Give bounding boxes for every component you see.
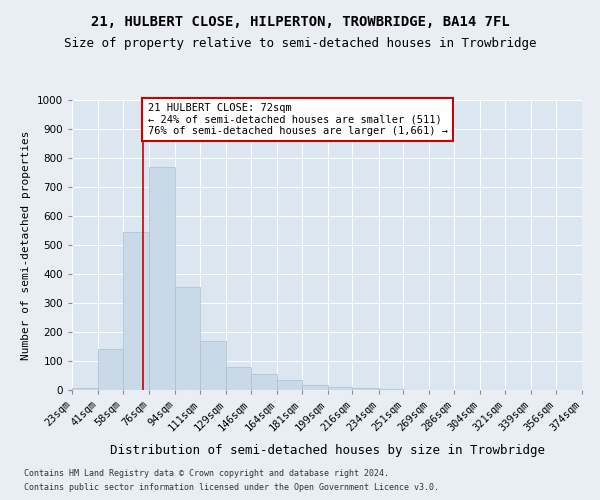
Text: Size of property relative to semi-detached houses in Trowbridge: Size of property relative to semi-detach… — [64, 38, 536, 51]
Bar — [123, 232, 149, 390]
Bar — [149, 166, 175, 390]
Bar — [98, 350, 123, 390]
Bar — [277, 380, 302, 390]
Bar — [175, 287, 200, 390]
Bar — [226, 367, 251, 390]
Text: 21 HULBERT CLOSE: 72sqm
← 24% of semi-detached houses are smaller (511)
76% of s: 21 HULBERT CLOSE: 72sqm ← 24% of semi-de… — [148, 103, 448, 136]
Bar — [328, 387, 352, 390]
Y-axis label: Number of semi-detached properties: Number of semi-detached properties — [21, 130, 31, 360]
Bar — [302, 385, 328, 390]
Text: 21, HULBERT CLOSE, HILPERTON, TROWBRIDGE, BA14 7FL: 21, HULBERT CLOSE, HILPERTON, TROWBRIDGE… — [91, 15, 509, 29]
Text: Contains HM Land Registry data © Crown copyright and database right 2024.: Contains HM Land Registry data © Crown c… — [24, 468, 389, 477]
Text: Contains public sector information licensed under the Open Government Licence v3: Contains public sector information licen… — [24, 484, 439, 492]
Bar — [72, 388, 98, 390]
Bar — [379, 389, 403, 390]
Bar — [251, 374, 277, 390]
X-axis label: Distribution of semi-detached houses by size in Trowbridge: Distribution of semi-detached houses by … — [110, 444, 545, 456]
Bar — [200, 340, 226, 390]
Bar — [352, 388, 379, 390]
